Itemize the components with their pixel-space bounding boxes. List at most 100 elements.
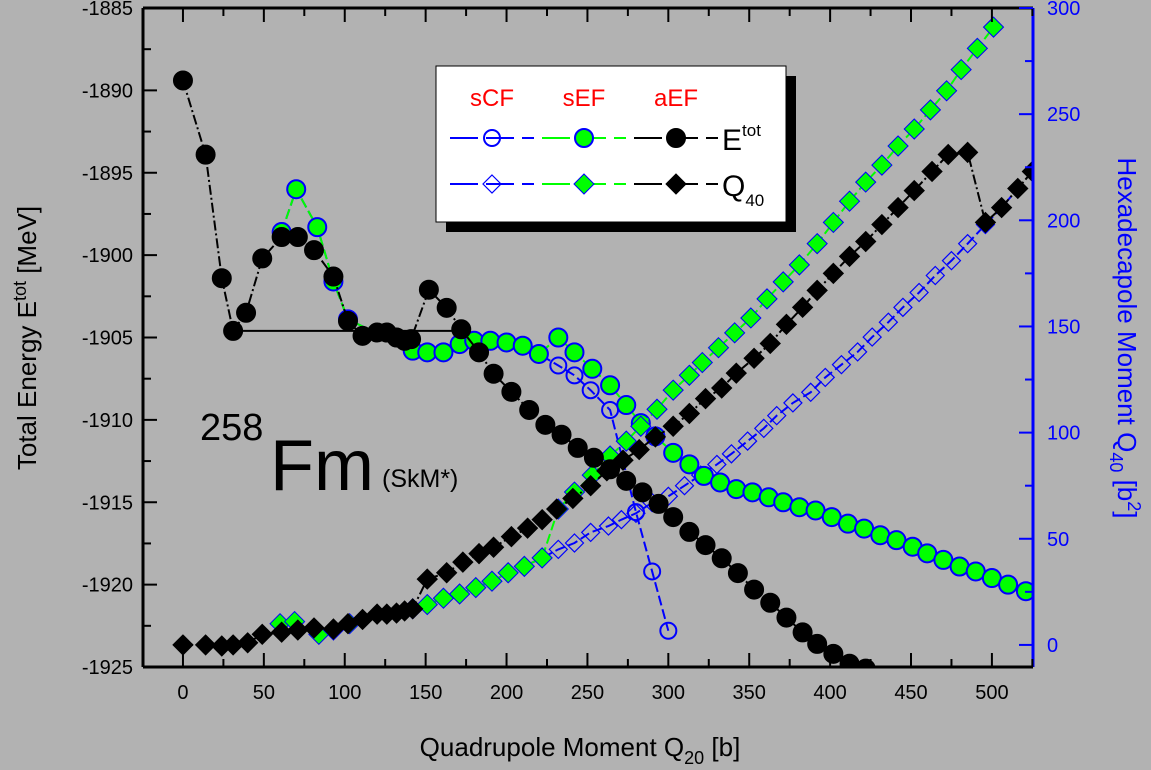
y-right-tick-label: 250 bbox=[1047, 104, 1080, 126]
data-point bbox=[806, 232, 828, 255]
data-point bbox=[632, 482, 653, 503]
x-tick-label: 450 bbox=[894, 682, 927, 704]
data-point bbox=[753, 418, 774, 439]
y-left-tick-label: -1925 bbox=[82, 657, 133, 679]
data-point bbox=[304, 240, 325, 261]
data-point bbox=[663, 442, 684, 463]
data-point bbox=[726, 479, 747, 500]
data-point bbox=[806, 279, 828, 302]
data-point bbox=[772, 271, 794, 293]
data-point bbox=[287, 227, 308, 248]
data-point bbox=[822, 262, 845, 285]
data-point bbox=[468, 542, 490, 565]
data-point bbox=[612, 449, 634, 471]
data-point bbox=[662, 415, 684, 437]
data-point bbox=[737, 431, 758, 451]
data-point bbox=[545, 498, 568, 520]
data-point bbox=[172, 634, 194, 656]
data-point bbox=[744, 579, 765, 600]
data-point bbox=[483, 363, 504, 384]
data-point bbox=[581, 381, 600, 400]
data-point bbox=[791, 296, 814, 319]
data-point bbox=[679, 521, 700, 542]
data-point bbox=[401, 329, 422, 350]
data-point bbox=[644, 426, 667, 448]
data-point bbox=[822, 211, 845, 234]
data-point bbox=[436, 297, 457, 318]
data-point bbox=[966, 37, 989, 60]
y-left-tick-label: -1920 bbox=[82, 575, 133, 597]
data-point bbox=[957, 233, 978, 254]
data-point bbox=[694, 387, 717, 410]
data-point bbox=[788, 254, 811, 276]
data-point bbox=[496, 332, 517, 353]
data-point bbox=[548, 539, 569, 560]
data-point bbox=[236, 632, 259, 654]
data-point bbox=[725, 362, 747, 384]
data-point bbox=[921, 160, 943, 183]
data-point bbox=[691, 351, 714, 374]
data-point bbox=[823, 643, 844, 664]
legend: sCF sEF aEF Etot Q40 bbox=[435, 65, 796, 232]
data-point bbox=[878, 312, 899, 333]
data-point bbox=[531, 508, 553, 531]
data-point bbox=[678, 402, 701, 425]
data-point bbox=[565, 366, 584, 385]
legend-label-q40: Q40 bbox=[722, 170, 764, 210]
data-point bbox=[789, 497, 810, 518]
data-point bbox=[707, 336, 730, 359]
nucleus-mass-number: 258 bbox=[200, 407, 263, 449]
data-point bbox=[956, 141, 979, 164]
data-point bbox=[303, 617, 325, 639]
data-point bbox=[766, 405, 787, 426]
data-point bbox=[195, 144, 216, 165]
data-point bbox=[626, 503, 646, 524]
data-point bbox=[646, 398, 668, 420]
data-point bbox=[893, 297, 913, 318]
data-point bbox=[662, 379, 684, 401]
data-point bbox=[855, 230, 877, 253]
x-tick-label: 150 bbox=[409, 682, 442, 704]
x-tick-label: 200 bbox=[490, 682, 523, 704]
data-point bbox=[252, 248, 273, 269]
data-point bbox=[838, 245, 861, 268]
data-point bbox=[512, 335, 533, 356]
data-point bbox=[743, 347, 765, 370]
data-point bbox=[740, 307, 762, 329]
data-point bbox=[783, 393, 803, 413]
data-point bbox=[401, 598, 424, 620]
legend-box bbox=[435, 65, 787, 223]
data-point bbox=[583, 447, 604, 468]
data-point bbox=[416, 568, 438, 590]
data-point bbox=[433, 342, 454, 363]
series-line bbox=[280, 186, 670, 632]
y-left-tick-label: -1905 bbox=[82, 328, 133, 350]
data-point bbox=[756, 288, 778, 310]
data-point bbox=[974, 211, 997, 234]
data-point bbox=[287, 619, 309, 641]
data-point bbox=[1007, 177, 1029, 200]
x-tick-label: 500 bbox=[975, 682, 1008, 704]
series-aef-e-tot bbox=[172, 70, 876, 667]
legend-header-sef: sEF bbox=[563, 85, 606, 112]
data-point bbox=[663, 507, 684, 528]
data-point bbox=[251, 623, 273, 646]
data-point bbox=[286, 179, 307, 200]
data-point bbox=[838, 190, 861, 212]
data-point bbox=[998, 574, 1019, 595]
data-point bbox=[481, 570, 503, 592]
data-point bbox=[500, 525, 523, 548]
data-point bbox=[211, 268, 232, 289]
data-point bbox=[616, 470, 637, 491]
data-point bbox=[236, 302, 257, 323]
data-point bbox=[950, 58, 972, 81]
data-point bbox=[516, 517, 539, 539]
data-point bbox=[982, 16, 1005, 38]
series-sef-e-tot bbox=[271, 179, 1033, 602]
data-point bbox=[482, 536, 505, 558]
y-right-tick-label: 300 bbox=[1047, 0, 1080, 20]
legend-circle-marker bbox=[483, 129, 501, 147]
data-point bbox=[727, 563, 748, 584]
data-point bbox=[223, 320, 244, 341]
data-point bbox=[562, 487, 584, 510]
